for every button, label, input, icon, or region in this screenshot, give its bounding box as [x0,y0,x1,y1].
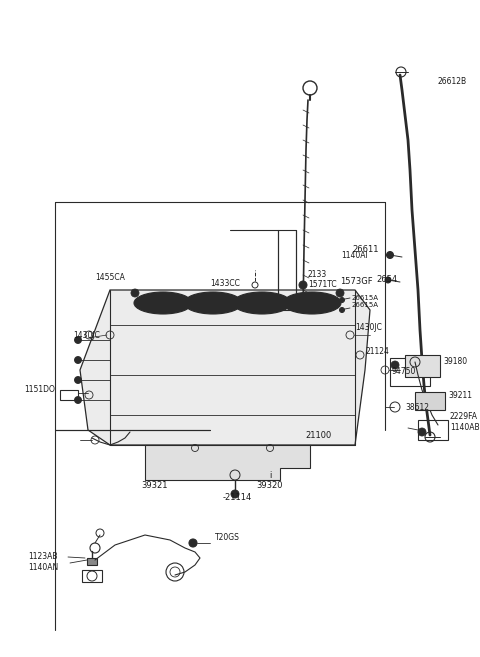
Text: -21114: -21114 [222,493,252,502]
Ellipse shape [302,299,322,307]
Bar [405,355,440,377]
Ellipse shape [203,299,223,307]
Text: 94750: 94750 [392,367,416,376]
Ellipse shape [241,295,283,311]
Bar [418,420,448,440]
Text: 39321: 39321 [142,481,168,490]
Circle shape [385,277,391,283]
Circle shape [339,307,345,313]
Bar [82,570,102,582]
Bar [60,390,78,400]
Text: 2654: 2654 [376,275,397,284]
Text: 1430JC: 1430JC [73,330,100,340]
Circle shape [339,298,345,302]
Text: 26615A
26615A: 26615A 26615A [352,295,379,308]
Circle shape [189,539,197,547]
Ellipse shape [153,299,173,307]
Text: 26611: 26611 [352,245,379,254]
Polygon shape [80,290,370,445]
Text: 38612: 38612 [405,403,429,411]
Ellipse shape [252,299,272,307]
Ellipse shape [233,292,291,314]
Circle shape [299,281,307,289]
Circle shape [391,361,399,369]
Text: 2133
1571TC: 2133 1571TC [308,270,336,289]
Ellipse shape [184,292,242,314]
Ellipse shape [283,292,341,314]
Ellipse shape [291,295,333,311]
Polygon shape [145,445,310,480]
Text: 1455CA: 1455CA [95,273,125,283]
Text: 21100: 21100 [305,430,331,440]
Text: 1433CC: 1433CC [210,279,240,288]
Circle shape [418,428,426,436]
Text: 1140AI: 1140AI [341,250,368,260]
Circle shape [231,490,239,498]
Text: 39180: 39180 [443,357,467,367]
Text: 1573GF: 1573GF [340,277,372,286]
Circle shape [386,252,394,258]
Text: 2229FA
1140AB: 2229FA 1140AB [450,413,480,432]
Text: 26612B: 26612B [438,78,467,87]
Circle shape [336,289,344,297]
Ellipse shape [142,295,184,311]
Ellipse shape [192,295,234,311]
Ellipse shape [134,292,192,314]
Bar [390,358,430,386]
Text: 39211: 39211 [448,390,472,399]
Text: 1430JC: 1430JC [355,323,382,332]
Text: i
39320: i 39320 [257,470,283,490]
Circle shape [74,376,82,384]
Circle shape [74,336,82,344]
Circle shape [74,357,82,363]
Text: T20GS: T20GS [215,533,240,541]
Bar [278,230,296,310]
Circle shape [131,289,139,297]
Text: 1151DO: 1151DO [24,386,55,394]
Bar [415,392,445,410]
Text: 1123AB
1140AN: 1123AB 1140AN [28,553,58,572]
Text: 21124: 21124 [365,348,389,357]
Bar [87,558,97,565]
Circle shape [74,397,82,403]
